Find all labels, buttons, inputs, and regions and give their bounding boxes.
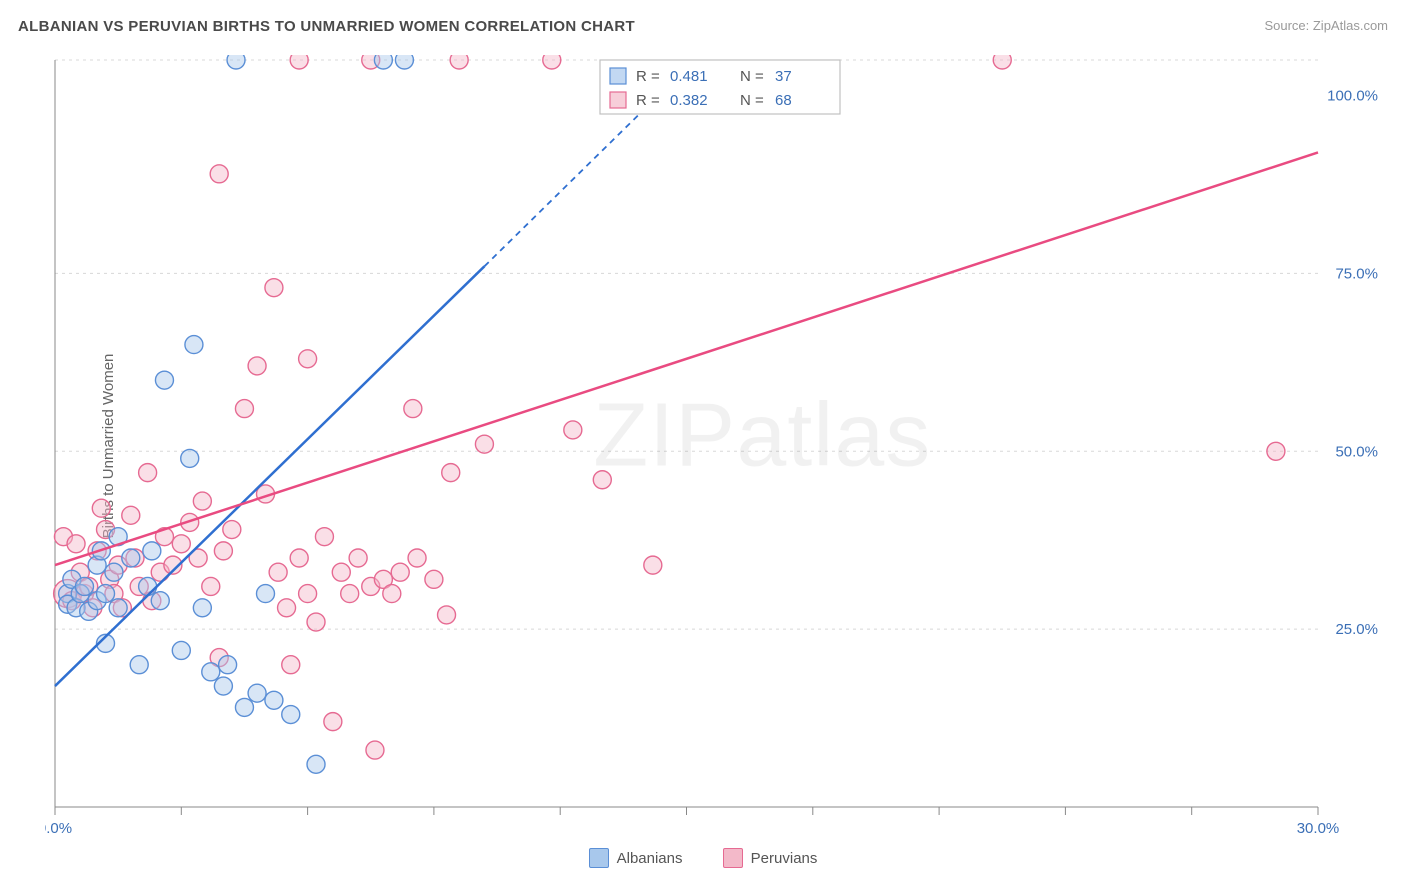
svg-text:0.0%: 0.0% bbox=[45, 820, 72, 837]
data-point-peruvians bbox=[644, 556, 662, 574]
stats-swatch-peruvians bbox=[610, 92, 626, 108]
data-point-albanians bbox=[265, 691, 283, 709]
data-point-peruvians bbox=[324, 713, 342, 731]
data-point-albanians bbox=[185, 336, 203, 354]
data-point-peruvians bbox=[122, 506, 140, 524]
stats-n-peruvians: 68 bbox=[775, 92, 792, 109]
data-point-albanians bbox=[214, 677, 232, 695]
data-point-peruvians bbox=[349, 549, 367, 567]
data-point-albanians bbox=[143, 542, 161, 560]
data-point-peruvians bbox=[315, 528, 333, 546]
data-point-albanians bbox=[282, 706, 300, 724]
data-point-peruvians bbox=[172, 535, 190, 553]
data-point-peruvians bbox=[391, 563, 409, 581]
data-point-peruvians bbox=[248, 357, 266, 375]
svg-text:R =: R = bbox=[636, 68, 660, 85]
data-point-peruvians bbox=[67, 535, 85, 553]
data-point-peruvians bbox=[202, 577, 220, 595]
data-point-albanians bbox=[130, 656, 148, 674]
data-point-albanians bbox=[122, 549, 140, 567]
data-point-albanians bbox=[193, 599, 211, 617]
legend-item-peruvians: Peruvians bbox=[723, 848, 818, 868]
data-point-peruvians bbox=[408, 549, 426, 567]
data-point-albanians bbox=[395, 55, 413, 69]
legend-swatch-peruvians bbox=[723, 848, 743, 868]
data-point-peruvians bbox=[404, 400, 422, 418]
data-point-albanians bbox=[374, 55, 392, 69]
data-point-albanians bbox=[219, 656, 237, 674]
legend-item-albanians: Albanians bbox=[589, 848, 683, 868]
svg-text:R =: R = bbox=[636, 92, 660, 109]
data-point-peruvians bbox=[366, 741, 384, 759]
stats-swatch-albanians bbox=[610, 68, 626, 84]
data-point-albanians bbox=[155, 371, 173, 389]
data-point-peruvians bbox=[299, 350, 317, 368]
data-point-peruvians bbox=[543, 55, 561, 69]
data-point-albanians bbox=[248, 684, 266, 702]
data-point-albanians bbox=[257, 585, 275, 603]
data-point-albanians bbox=[139, 577, 157, 595]
svg-text:N =: N = bbox=[740, 68, 764, 85]
data-point-peruvians bbox=[475, 435, 493, 453]
data-point-peruvians bbox=[332, 563, 350, 581]
data-point-peruvians bbox=[438, 606, 456, 624]
watermark: ZIPatlas bbox=[593, 386, 931, 486]
data-point-peruvians bbox=[214, 542, 232, 560]
data-point-peruvians bbox=[223, 521, 241, 539]
data-point-albanians bbox=[151, 592, 169, 610]
data-point-albanians bbox=[97, 585, 115, 603]
data-point-peruvians bbox=[993, 55, 1011, 69]
chart-area: ZIPatlas 0.0% 30.0% 25.0% 50.0% 75.0% 100.0% R … bbox=[45, 55, 1388, 837]
data-point-albanians bbox=[75, 577, 93, 595]
data-point-peruvians bbox=[210, 165, 228, 183]
data-point-peruvians bbox=[564, 421, 582, 439]
data-point-albanians bbox=[227, 55, 245, 69]
data-point-peruvians bbox=[282, 656, 300, 674]
data-point-peruvians bbox=[278, 599, 296, 617]
stats-n-albanians: 37 bbox=[775, 68, 792, 85]
data-point-albanians bbox=[235, 698, 253, 716]
data-point-albanians bbox=[109, 599, 127, 617]
svg-text:30.0%: 30.0% bbox=[1297, 820, 1340, 837]
svg-text:75.0%: 75.0% bbox=[1335, 265, 1378, 282]
data-point-albanians bbox=[172, 641, 190, 659]
data-point-peruvians bbox=[193, 492, 211, 510]
data-point-peruvians bbox=[307, 613, 325, 631]
data-point-peruvians bbox=[139, 464, 157, 482]
data-point-peruvians bbox=[383, 585, 401, 603]
data-point-peruvians bbox=[341, 585, 359, 603]
data-point-peruvians bbox=[290, 55, 308, 69]
stats-r-peruvians: 0.382 bbox=[670, 92, 708, 109]
svg-text:50.0%: 50.0% bbox=[1335, 443, 1378, 460]
legend-label-albanians: Albanians bbox=[617, 850, 683, 867]
trend-line-peruvians bbox=[55, 152, 1318, 565]
data-point-peruvians bbox=[290, 549, 308, 567]
data-point-albanians bbox=[181, 449, 199, 467]
data-point-albanians bbox=[307, 755, 325, 773]
data-point-peruvians bbox=[265, 279, 283, 297]
bottom-legend: Albanians Peruvians bbox=[0, 848, 1406, 872]
legend-label-peruvians: Peruvians bbox=[751, 850, 818, 867]
data-point-peruvians bbox=[593, 471, 611, 489]
svg-text:N =: N = bbox=[740, 92, 764, 109]
data-point-peruvians bbox=[269, 563, 287, 581]
source-label: Source: ZipAtlas.com bbox=[1264, 18, 1388, 33]
data-point-peruvians bbox=[92, 499, 110, 517]
data-point-peruvians bbox=[1267, 442, 1285, 460]
data-point-peruvians bbox=[425, 570, 443, 588]
scatter-plot-svg: ZIPatlas 0.0% 30.0% 25.0% 50.0% 75.0% 100.0% R … bbox=[45, 55, 1388, 837]
data-point-peruvians bbox=[299, 585, 317, 603]
chart-title: ALBANIAN VS PERUVIAN BIRTHS TO UNMARRIED… bbox=[18, 18, 635, 35]
data-point-albanians bbox=[202, 663, 220, 681]
svg-text:25.0%: 25.0% bbox=[1335, 621, 1378, 638]
legend-swatch-albanians bbox=[589, 848, 609, 868]
svg-text:100.0%: 100.0% bbox=[1327, 88, 1378, 105]
data-point-albanians bbox=[105, 563, 123, 581]
data-point-peruvians bbox=[450, 55, 468, 69]
trend-line-dash-albanians bbox=[484, 88, 665, 266]
data-point-peruvians bbox=[235, 400, 253, 418]
stats-r-albanians: 0.481 bbox=[670, 68, 708, 85]
trend-line-albanians bbox=[55, 266, 484, 686]
data-point-peruvians bbox=[442, 464, 460, 482]
